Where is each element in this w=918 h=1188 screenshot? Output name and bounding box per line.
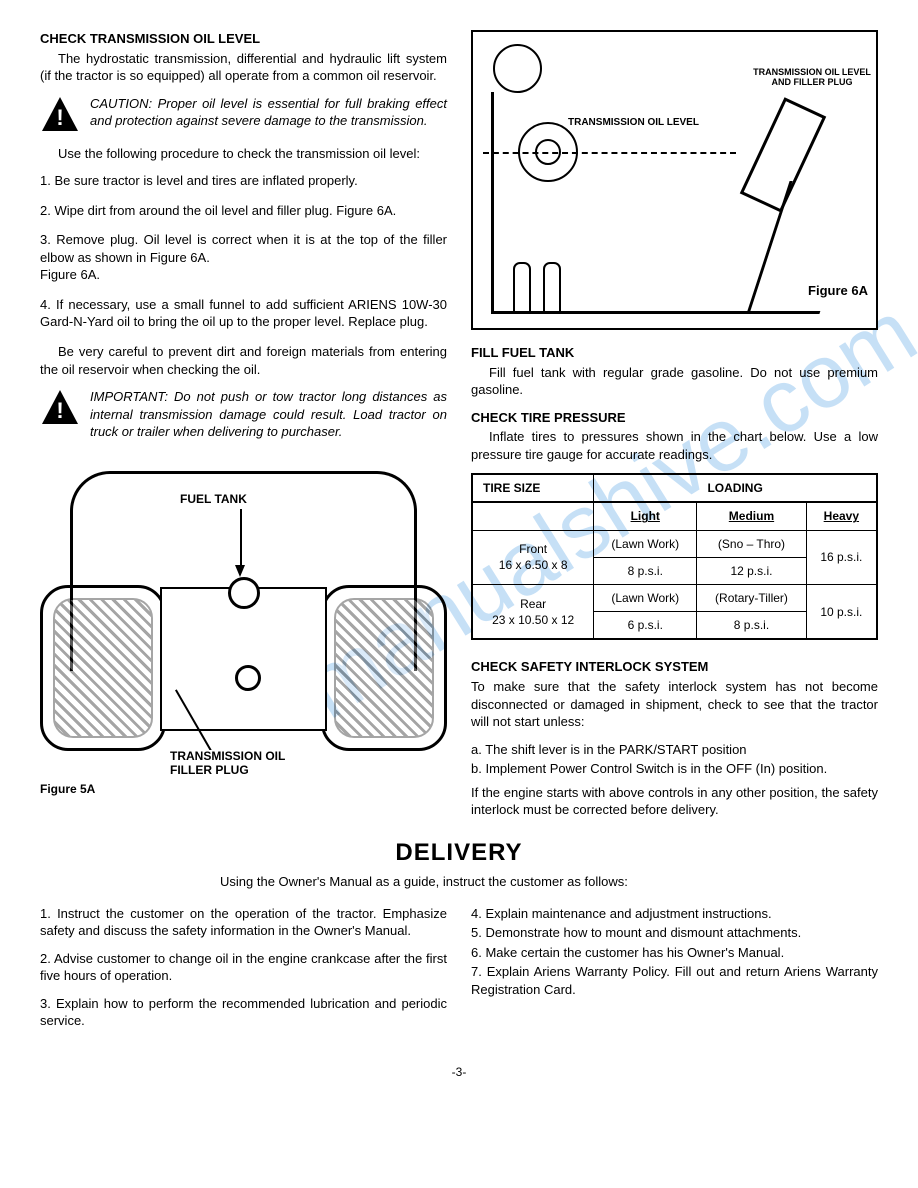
paragraph: If the engine starts with above controls… xyxy=(471,784,878,819)
label-filler-plug: FILLER PLUG xyxy=(170,763,249,777)
figure-6a: TRANSMISSION OIL LEVEL TRANSMISSION OIL … xyxy=(471,30,878,330)
heading-delivery: DELIVERY xyxy=(40,837,878,869)
cell: 8 p.s.i. xyxy=(697,612,806,640)
cell-front: Front 16 x 6.50 x 8 xyxy=(472,530,594,584)
figure-5a-caption: Figure 5A xyxy=(40,781,447,797)
cell: (Rotary-Tiller) xyxy=(697,585,806,612)
caution-text: CAUTION: Proper oil level is essential f… xyxy=(90,95,447,135)
figure-5a: FUEL TANK TRANSMISSION OIL FILLER PLUG xyxy=(40,451,447,781)
cell: 12 p.s.i. xyxy=(697,557,806,584)
cell: (Lawn Work) xyxy=(594,585,697,612)
svg-text:!: ! xyxy=(56,398,63,423)
cell: (Lawn Work) xyxy=(594,530,697,557)
heading-fill-fuel: FILL FUEL TANK xyxy=(471,344,878,362)
list-item-b: b. Implement Power Control Switch is in … xyxy=(471,760,878,778)
delivery-intro: Using the Owner's Manual as a guide, ins… xyxy=(220,873,878,891)
cell-rear: Rear 23 x 10.50 x 12 xyxy=(472,585,594,640)
label-oil-level-inner: TRANSMISSION OIL LEVEL xyxy=(568,116,699,130)
cell: 6 p.s.i. xyxy=(594,612,697,640)
paragraph: Use the following procedure to check the… xyxy=(40,145,447,163)
warning-icon: ! xyxy=(40,95,80,135)
paragraph: Fill fuel tank with regular grade gasoli… xyxy=(471,364,878,399)
delivery-step-4: 4. Explain maintenance and adjustment in… xyxy=(471,905,878,923)
heading-check-transmission: CHECK TRANSMISSION OIL LEVEL xyxy=(40,30,447,48)
delivery-step-5: 5. Demonstrate how to mount and dismount… xyxy=(471,924,878,942)
cell: 10 p.s.i. xyxy=(806,585,877,640)
label-oil-level-filler: TRANSMISSION OIL LEVEL AND FILLER PLUG xyxy=(752,68,872,88)
th-light: Light xyxy=(594,502,697,530)
step-3: 3. Remove plug. Oil level is correct whe… xyxy=(40,231,447,284)
label-fuel-tank: FUEL TANK xyxy=(180,491,247,507)
delivery-step-2: 2. Advise customer to change oil in the … xyxy=(40,950,447,985)
label-transmission-oil: TRANSMISSION OIL xyxy=(170,749,285,763)
tire-pressure-table: TIRE SIZE LOADING Light Medium Heavy Fro… xyxy=(471,473,878,640)
heading-tire-pressure: CHECK TIRE PRESSURE xyxy=(471,409,878,427)
warning-icon: ! xyxy=(40,388,80,428)
figure-6a-caption: Figure 6A xyxy=(808,282,868,300)
cell: (Sno – Thro) xyxy=(697,530,806,557)
th-tire-size: TIRE SIZE xyxy=(472,474,594,502)
paragraph: To make sure that the safety interlock s… xyxy=(471,678,878,731)
step-2: 2. Wipe dirt from around the oil level a… xyxy=(40,202,447,220)
delivery-step-1: 1. Instruct the customer on the operatio… xyxy=(40,905,447,940)
delivery-step-3: 3. Explain how to perform the recommende… xyxy=(40,995,447,1030)
paragraph: The hydrostatic transmission, differenti… xyxy=(40,50,447,85)
step-1: 1. Be sure tractor is level and tires ar… xyxy=(40,172,447,190)
step-4: 4. If necessary, use a small funnel to a… xyxy=(40,296,447,331)
important-text: IMPORTANT: Do not push or tow tractor lo… xyxy=(90,388,447,441)
heading-safety-interlock: CHECK SAFETY INTERLOCK SYSTEM xyxy=(471,658,878,676)
delivery-step-6: 6. Make certain the customer has his Own… xyxy=(471,944,878,962)
paragraph: Be very careful to prevent dirt and fore… xyxy=(40,343,447,378)
cell: 16 p.s.i. xyxy=(806,530,877,584)
th-loading: LOADING xyxy=(594,474,877,502)
list-item-a: a. The shift lever is in the PARK/START … xyxy=(471,741,878,759)
th-heavy: Heavy xyxy=(806,502,877,530)
svg-text:!: ! xyxy=(56,105,63,130)
th-medium: Medium xyxy=(697,502,806,530)
delivery-step-7: 7. Explain Ariens Warranty Policy. Fill … xyxy=(471,963,878,998)
cell: 8 p.s.i. xyxy=(594,557,697,584)
page-number: -3- xyxy=(40,1064,878,1080)
paragraph: Inflate tires to pressures shown in the … xyxy=(471,428,878,463)
